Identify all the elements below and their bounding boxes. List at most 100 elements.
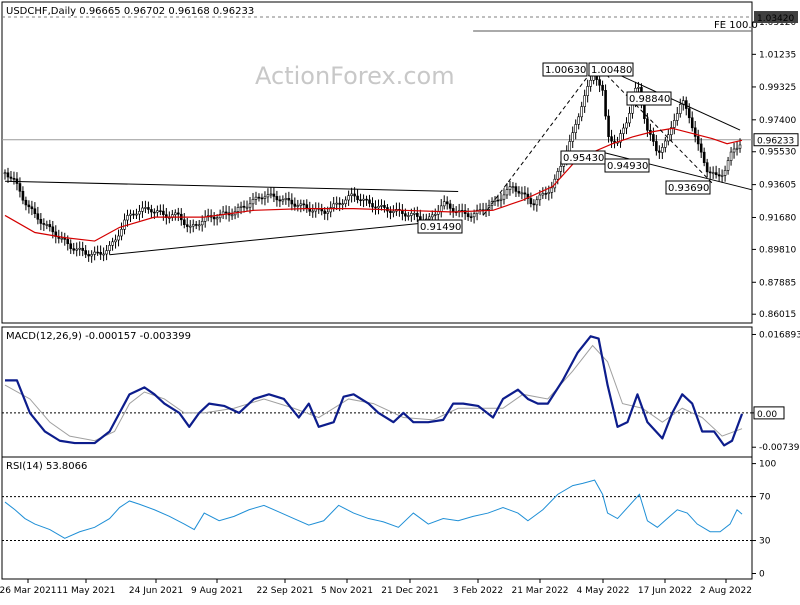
candle-body xyxy=(547,192,551,194)
candle-body xyxy=(191,224,195,227)
candle-body xyxy=(63,237,67,240)
candle-body xyxy=(266,194,270,198)
candle-body xyxy=(580,106,583,118)
candle-body xyxy=(21,190,25,201)
candle-body xyxy=(108,245,111,251)
candle-body xyxy=(720,175,724,177)
candle-body xyxy=(362,198,365,201)
price-y-tick-label: 0.95530 xyxy=(759,148,796,158)
candle-body xyxy=(81,247,84,251)
candle-body xyxy=(658,150,661,153)
macd-line xyxy=(5,335,744,447)
price-y-tick-label: 0.87885 xyxy=(759,278,796,288)
candle-body xyxy=(571,132,575,142)
candle-body xyxy=(156,210,159,213)
candle-body xyxy=(251,199,255,205)
trendline xyxy=(109,220,449,256)
candle-body xyxy=(672,120,676,128)
candle-body xyxy=(661,147,664,153)
candle-body xyxy=(335,202,338,205)
panel-frame xyxy=(1,456,753,580)
candle-body xyxy=(559,166,563,172)
candle-body xyxy=(359,199,362,202)
candle-body xyxy=(466,213,470,217)
candle-body xyxy=(344,199,347,205)
price-y-tick-label: 0.86015 xyxy=(759,310,796,320)
candle-body xyxy=(472,213,476,218)
candle-body xyxy=(532,203,536,206)
panel-frame xyxy=(1,326,753,458)
candle-body xyxy=(690,117,694,129)
candle-body xyxy=(475,209,479,215)
candle-body xyxy=(442,201,446,207)
candle-body xyxy=(678,104,682,114)
candle-body xyxy=(735,147,739,150)
candle-body xyxy=(287,198,291,201)
candle-body xyxy=(353,193,356,197)
candle-body xyxy=(693,127,697,137)
candle-body xyxy=(350,193,353,196)
candle-body xyxy=(135,213,138,216)
candle-body xyxy=(129,213,132,216)
candle-body xyxy=(3,172,7,175)
candle-body xyxy=(505,189,509,196)
x-tick-label: 4 May 2022 xyxy=(577,586,630,596)
candle-body xyxy=(652,134,655,142)
candle-body xyxy=(144,207,147,209)
candle-body xyxy=(556,171,560,180)
watermark-text: ActionForex.com xyxy=(255,62,455,90)
candle-body xyxy=(529,198,533,205)
candle-body xyxy=(194,224,198,226)
candle-body xyxy=(574,124,577,133)
candle-body xyxy=(123,219,126,230)
candle-body xyxy=(699,143,703,153)
candle-body xyxy=(377,205,380,209)
price-y-tick-label: 0.97400 xyxy=(759,116,796,126)
candle-body xyxy=(102,253,105,256)
candle-body xyxy=(99,251,102,255)
candle-body xyxy=(69,243,73,249)
candle-body xyxy=(684,100,688,109)
fe-level-label: FE 100.0 xyxy=(714,20,758,31)
candle-body xyxy=(248,203,252,208)
candle-body xyxy=(329,207,332,213)
candle-body xyxy=(75,248,79,251)
fe-price-box xyxy=(754,11,798,24)
candle-body xyxy=(407,215,410,217)
candle-body xyxy=(637,87,640,89)
candle-body xyxy=(341,203,344,206)
candle-body xyxy=(607,115,610,137)
candle-body xyxy=(526,193,530,199)
price-annotation-label: 0.98840 xyxy=(629,94,670,105)
candle-body xyxy=(514,186,518,192)
candle-body xyxy=(72,248,76,251)
candle-body xyxy=(236,207,240,212)
candle-body xyxy=(726,160,730,171)
x-tick-label: 26 Mar 2021 xyxy=(0,586,57,596)
macd-y-tick-label: 0.016893 xyxy=(759,330,800,340)
x-tick-label: 11 May 2021 xyxy=(57,586,116,596)
candle-body xyxy=(583,95,586,107)
candle-body xyxy=(42,223,46,225)
candle-body xyxy=(24,199,28,206)
candle-body xyxy=(224,211,228,214)
candle-body xyxy=(111,241,114,246)
candle-body xyxy=(622,127,625,134)
candle-body xyxy=(18,183,22,192)
candle-body xyxy=(670,127,673,136)
candle-body xyxy=(729,151,733,161)
candle-body xyxy=(523,192,527,195)
candle-body xyxy=(404,213,407,217)
candle-body xyxy=(643,103,646,119)
candle-body xyxy=(625,122,628,129)
candle-body xyxy=(410,213,413,216)
candle-body xyxy=(568,141,572,153)
candle-body xyxy=(711,172,715,174)
candle-body xyxy=(705,162,709,173)
price-y-tick-label: 1.01235 xyxy=(759,50,796,60)
candle-body xyxy=(60,237,64,240)
candle-body xyxy=(117,235,120,241)
candle-body xyxy=(508,186,512,190)
